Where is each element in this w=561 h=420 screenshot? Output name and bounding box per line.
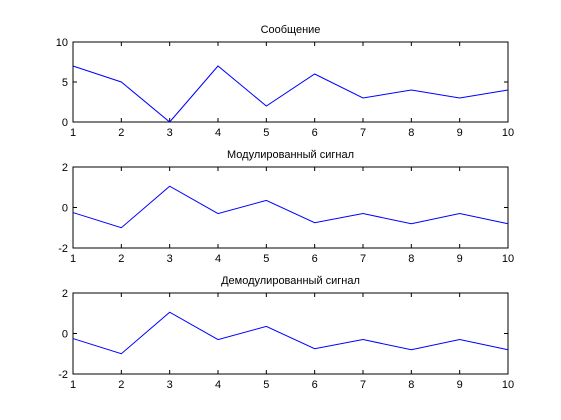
- y-tick-label: 5: [62, 77, 68, 89]
- x-tick-label: 8: [408, 253, 414, 265]
- x-tick-label: 1: [70, 127, 76, 139]
- y-tick-label: 10: [56, 37, 68, 49]
- x-tick-label: 5: [263, 253, 269, 265]
- x-tick-label: 4: [215, 253, 221, 265]
- x-tick-label: 9: [457, 379, 463, 391]
- x-tick-label: 8: [408, 379, 414, 391]
- x-tick-label: 6: [312, 253, 318, 265]
- y-tick-label: 0: [62, 117, 68, 129]
- y-tick-label: 0: [62, 203, 68, 215]
- subplot-demodulated-signal: Демодулированный сигнал 1 2 3 4 5 6 7 8 9 10 -2 0 2: [58, 275, 514, 391]
- x-tick-label: 5: [263, 127, 269, 139]
- x-tick-label: 2: [118, 379, 124, 391]
- x-tick-label: 6: [312, 127, 318, 139]
- x-tick-label: 4: [215, 379, 221, 391]
- x-tick-label: 5: [263, 379, 269, 391]
- y-tick-label: 2: [62, 162, 68, 174]
- y-tick-label: -2: [58, 243, 68, 255]
- x-tick-label: 9: [457, 127, 463, 139]
- x-tick-label: 7: [360, 127, 366, 139]
- x-tick-label: 1: [70, 253, 76, 265]
- x-tick-label: 6: [312, 379, 318, 391]
- subplot-title: Сообщение: [261, 24, 321, 36]
- series-line: [72, 185, 509, 229]
- x-tick-label: 8: [408, 127, 414, 139]
- x-tick-label: 3: [167, 253, 173, 265]
- x-tick-label: 7: [360, 379, 366, 391]
- subplot-message: Сообщение 1 2 3 4 5 6 7 8 9 10 0 5 10: [56, 24, 514, 139]
- subplot-modulated-signal: Модулированный сигнал 1 2 3 4 5 6 7 8 9 10 -2 0 2: [58, 149, 514, 265]
- x-tick-label: 4: [215, 127, 221, 139]
- x-tick-label: 2: [118, 253, 124, 265]
- x-tick-label: 1: [70, 379, 76, 391]
- y-tick-label: 2: [62, 288, 68, 300]
- x-tick-label: 10: [502, 253, 514, 265]
- x-tick-label: 10: [502, 127, 514, 139]
- x-tick-label: 3: [167, 127, 173, 139]
- y-tick-label: 0: [62, 329, 68, 341]
- x-tick-label: 2: [118, 127, 124, 139]
- x-tick-label: 3: [167, 379, 173, 391]
- x-tick-label: 7: [360, 253, 366, 265]
- series-line: [72, 65, 509, 123]
- y-tick-label: -2: [58, 369, 68, 381]
- subplot-title: Модулированный сигнал: [227, 149, 354, 161]
- x-tick-label: 9: [457, 253, 463, 265]
- series-line: [72, 311, 509, 355]
- subplot-title: Демодулированный сигнал: [221, 275, 360, 287]
- x-tick-label: 10: [502, 379, 514, 391]
